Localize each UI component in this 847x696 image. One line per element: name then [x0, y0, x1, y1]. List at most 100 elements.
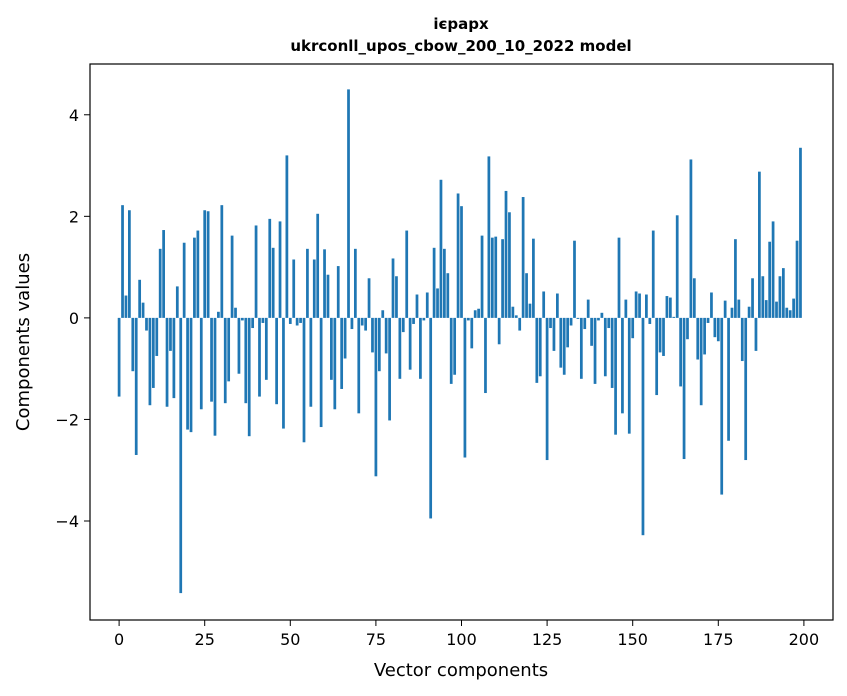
bar-144 — [610, 317, 614, 388]
bar-9 — [148, 317, 152, 406]
bar-50 — [288, 317, 292, 324]
bar-8 — [145, 317, 148, 331]
bar-7 — [141, 302, 145, 318]
bar-184 — [747, 306, 751, 318]
bar-39 — [251, 317, 255, 329]
x-tick-label: 25 — [195, 630, 215, 649]
x-tick-label: 125 — [532, 630, 563, 649]
bar-67 — [347, 89, 350, 318]
bar-138 — [590, 317, 593, 346]
bar-117 — [518, 317, 522, 331]
bar-170 — [699, 317, 703, 406]
bar-163 — [675, 215, 679, 318]
bar-126 — [549, 317, 552, 329]
bar-105 — [477, 308, 480, 318]
bar-64 — [336, 266, 340, 318]
bar-131 — [566, 317, 570, 348]
x-tick-label: 0 — [114, 630, 124, 649]
bar-106 — [480, 235, 484, 318]
bar-135 — [579, 317, 583, 379]
bar-156 — [651, 230, 655, 318]
bar-195 — [785, 307, 789, 318]
bar-60 — [323, 249, 326, 318]
bar-17 — [175, 286, 179, 318]
bar-40 — [254, 225, 258, 318]
bar-107 — [484, 317, 487, 394]
y-tick-label: −2 — [55, 410, 79, 429]
bar-15 — [169, 317, 172, 351]
bar-47 — [278, 221, 282, 318]
bar-95 — [443, 248, 446, 318]
bar-183 — [744, 317, 748, 461]
bar-91 — [429, 317, 433, 519]
bar-75 — [374, 317, 378, 477]
x-tick-label: 100 — [446, 630, 477, 649]
bar-181 — [737, 299, 741, 318]
bar-56 — [309, 317, 313, 407]
bar-109 — [490, 237, 494, 318]
bar-84 — [405, 230, 409, 318]
bar-118 — [521, 197, 525, 318]
bar-51 — [292, 259, 296, 318]
bar-159 — [662, 317, 665, 356]
bars-group — [117, 89, 802, 594]
bar-177 — [723, 300, 727, 318]
x-tick-label: 200 — [789, 630, 820, 649]
bar-23 — [196, 230, 200, 318]
bar-76 — [377, 317, 381, 372]
bar-85 — [408, 317, 412, 370]
bar-102 — [466, 317, 470, 321]
bar-69 — [353, 248, 357, 318]
x-axis-label: Vector components — [374, 660, 548, 681]
bar-190 — [768, 241, 772, 318]
bar-187 — [758, 171, 761, 318]
bar-78 — [384, 317, 388, 354]
bar-149 — [627, 317, 631, 434]
bar-25 — [203, 210, 207, 318]
chart-title: ієрарх — [433, 15, 489, 33]
bar-92 — [432, 247, 436, 318]
y-tick-label: 4 — [69, 106, 79, 125]
bar-110 — [494, 236, 498, 318]
bar-192 — [775, 301, 778, 318]
bar-162 — [672, 316, 676, 318]
bar-97 — [449, 317, 453, 384]
bar-128 — [556, 293, 559, 318]
y-tick-label: 0 — [69, 309, 79, 328]
bar-147 — [621, 317, 624, 414]
bar-88 — [419, 317, 422, 379]
bar-155 — [648, 317, 652, 324]
bar-54 — [302, 317, 306, 443]
bar-48 — [282, 317, 285, 429]
bar-178 — [727, 317, 730, 441]
bar-196 — [788, 310, 792, 318]
y-axis-ticks: −4 −2 0 2 4 — [55, 106, 90, 531]
bar-111 — [497, 317, 501, 345]
bar-41 — [258, 317, 261, 397]
bar-125 — [545, 317, 549, 461]
bar-3 — [128, 210, 131, 318]
bar-53 — [299, 317, 302, 323]
bar-6 — [138, 279, 142, 318]
bar-63 — [333, 317, 337, 410]
bar-146 — [617, 237, 621, 318]
bar-33 — [230, 235, 234, 318]
bar-73 — [367, 278, 371, 318]
bar-133 — [573, 240, 576, 318]
bar-116 — [514, 315, 518, 318]
bar-101 — [463, 317, 467, 458]
bar-0 — [117, 317, 121, 397]
bar-37 — [244, 317, 248, 404]
bar-43 — [264, 317, 268, 380]
bar-18 — [179, 317, 183, 594]
y-axis-label: Components values — [13, 253, 34, 431]
bar-42 — [261, 317, 265, 323]
bar-86 — [412, 317, 415, 324]
bar-79 — [388, 317, 391, 421]
bar-14 — [165, 317, 169, 407]
bar-108 — [487, 156, 491, 318]
bar-32 — [227, 317, 231, 382]
bar-21 — [189, 317, 193, 433]
bar-130 — [562, 317, 566, 375]
